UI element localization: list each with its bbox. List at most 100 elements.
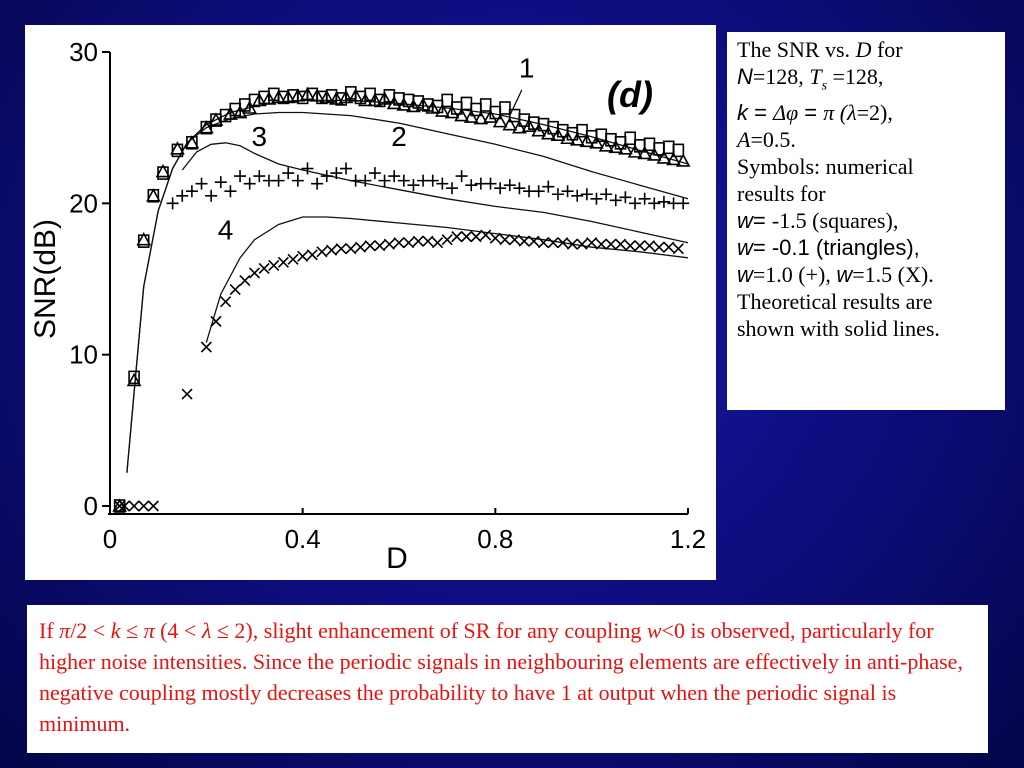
caption-text: ≤ 2), slight enhancement of SR for any c… xyxy=(211,618,647,643)
marker-plus xyxy=(551,188,564,201)
marker-plus xyxy=(445,182,458,195)
marker-triangle xyxy=(666,151,681,166)
marker-triangle xyxy=(329,91,344,105)
caption-text: <0 is observed, particularly for higher … xyxy=(39,618,963,736)
caption-box: If π/2 < k ≤ π (4 < λ ≤ 2), slight enhan… xyxy=(27,605,988,753)
legend-text: =0.5. xyxy=(750,127,796,153)
marker-x xyxy=(460,231,472,243)
marker-plus xyxy=(657,195,670,208)
marker-triangle xyxy=(675,153,691,167)
marker-plus xyxy=(580,188,593,201)
marker-x xyxy=(518,235,530,247)
legend-text: k xyxy=(737,100,748,126)
marker-x xyxy=(306,249,318,261)
marker-plus xyxy=(677,197,690,210)
marker-x xyxy=(624,240,636,252)
legend-line-9: w=1.0 (+), w=1.5 (X). xyxy=(737,261,1005,288)
legend-text: w xyxy=(737,208,753,234)
marker-x xyxy=(653,241,665,253)
marker-x xyxy=(643,240,656,252)
marker-x xyxy=(403,237,415,249)
marker-triangle xyxy=(338,89,354,104)
marker-x xyxy=(118,500,131,512)
marker-plus xyxy=(368,167,381,180)
marker-square xyxy=(479,98,492,112)
marker-plus xyxy=(484,177,497,190)
marker-square xyxy=(662,140,675,155)
marker-x xyxy=(287,253,299,265)
marker-plus xyxy=(600,188,613,201)
marker-x xyxy=(431,237,444,249)
marker-triangle xyxy=(569,132,585,146)
marker-plus xyxy=(234,170,247,183)
marker-triangle xyxy=(512,119,527,134)
marker-plus xyxy=(340,162,353,175)
marker-plus xyxy=(359,174,372,187)
marker-x xyxy=(499,234,511,246)
legend-line-11: shown with solid lines. xyxy=(737,316,940,342)
marker-plus xyxy=(494,182,507,195)
legend-line-10: Theoretical results are xyxy=(737,289,933,315)
legend-text: Δφ xyxy=(773,100,799,126)
marker-square xyxy=(499,101,511,115)
marker-triangle xyxy=(242,100,258,114)
legend-text: =128, xyxy=(827,64,884,89)
marker-plus xyxy=(320,170,333,183)
marker-plus xyxy=(609,194,622,207)
marker-plus xyxy=(619,191,632,204)
caption-text: λ xyxy=(201,618,212,643)
marker-triangle xyxy=(300,86,315,101)
legend-line-4: A=0.5. xyxy=(737,126,1005,153)
marker-triangle xyxy=(396,97,412,111)
legend-text: N xyxy=(737,64,753,89)
marker-x xyxy=(480,229,492,241)
marker-plus xyxy=(590,192,603,205)
marker-triangle xyxy=(560,130,575,145)
legend-text: = xyxy=(798,100,824,126)
marker-x xyxy=(595,238,607,250)
x-tick-label: 0.4 xyxy=(285,524,321,554)
x-tick-label: 0 xyxy=(103,524,117,554)
marker-plus xyxy=(311,177,324,190)
x-tick-label: 0.8 xyxy=(477,524,513,554)
theory-line-1 xyxy=(126,99,689,473)
marker-x xyxy=(615,238,627,250)
marker-plus xyxy=(513,182,526,195)
theory-line-3 xyxy=(181,142,689,244)
marker-plus xyxy=(185,185,198,198)
marker-triangle xyxy=(136,231,152,246)
marker-plus xyxy=(243,177,256,190)
marker-plus xyxy=(455,170,468,183)
marker-triangle xyxy=(637,145,652,160)
marker-triangle xyxy=(540,126,556,140)
marker-triangle xyxy=(483,109,498,123)
marker-plus xyxy=(253,170,266,183)
marker-triangle xyxy=(521,118,537,132)
marker-triangle xyxy=(146,188,161,202)
marker-x xyxy=(354,241,367,253)
marker-triangle xyxy=(531,123,547,137)
legend-text: s xyxy=(821,78,828,94)
y-tick-label: 10 xyxy=(69,340,98,370)
marker-triangle xyxy=(656,150,672,164)
legend-line-1: The SNR vs. D for xyxy=(737,36,1005,63)
marker-triangle xyxy=(280,89,296,104)
marker-plus xyxy=(629,197,642,210)
x-tick-label: 1.2 xyxy=(670,524,706,554)
x-axis-label: D xyxy=(386,542,408,575)
caption-text: k xyxy=(110,618,121,643)
marker-triangle xyxy=(463,109,479,123)
marker-x xyxy=(335,243,347,255)
legend-text: =2), xyxy=(856,100,893,126)
marker-x xyxy=(422,235,434,247)
curve-label-4: 4 xyxy=(218,215,234,246)
marker-x xyxy=(451,231,463,243)
legend-text: =1.0 (+), xyxy=(752,262,837,288)
marker-x xyxy=(200,341,212,353)
curve-label-3: 3 xyxy=(252,121,268,152)
marker-square xyxy=(441,93,453,108)
legend-line-2: N=128, Ts =128, xyxy=(737,63,1005,99)
marker-plus xyxy=(166,197,179,210)
legend-box: The SNR vs. D for N=128, Ts =128, k = Δφ… xyxy=(727,32,1005,410)
legend-text: D xyxy=(855,37,872,62)
